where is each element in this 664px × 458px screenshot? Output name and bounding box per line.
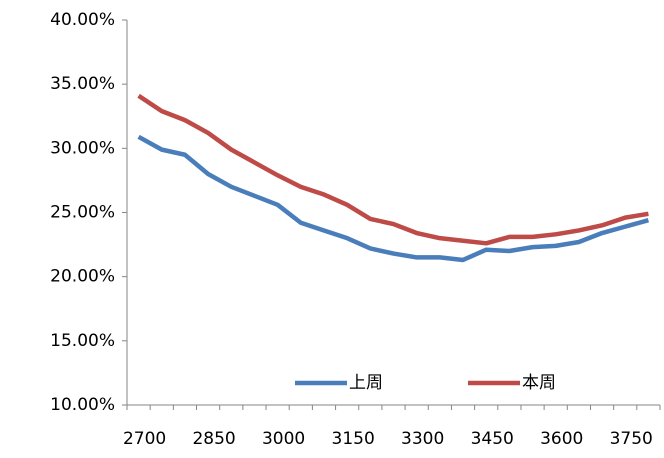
- y-tick-label: 25.00%: [50, 203, 115, 223]
- line-series: [137, 134, 650, 263]
- y-tick-label: 40.00%: [50, 10, 115, 30]
- legend-label: 本周: [522, 373, 556, 393]
- line-series: [137, 93, 649, 246]
- y-tick-label: 10.00%: [50, 395, 115, 415]
- y-tick-label: 35.00%: [50, 74, 115, 94]
- y-tick-label: 30.00%: [50, 138, 115, 158]
- x-tick-label: 3600: [540, 429, 583, 449]
- x-tick-label: 3000: [262, 429, 305, 449]
- x-tick-label: 2700: [123, 429, 166, 449]
- x-tick-label: 3150: [332, 429, 375, 449]
- x-tick-label: 3750: [610, 429, 653, 449]
- legend-label: 上周: [349, 373, 383, 393]
- x-tick-label: 3450: [471, 429, 514, 449]
- y-tick-label: 15.00%: [50, 331, 115, 351]
- x-tick-label: 3300: [401, 429, 444, 449]
- x-tick-label: 2850: [192, 429, 235, 449]
- y-tick-label: 20.00%: [50, 267, 115, 287]
